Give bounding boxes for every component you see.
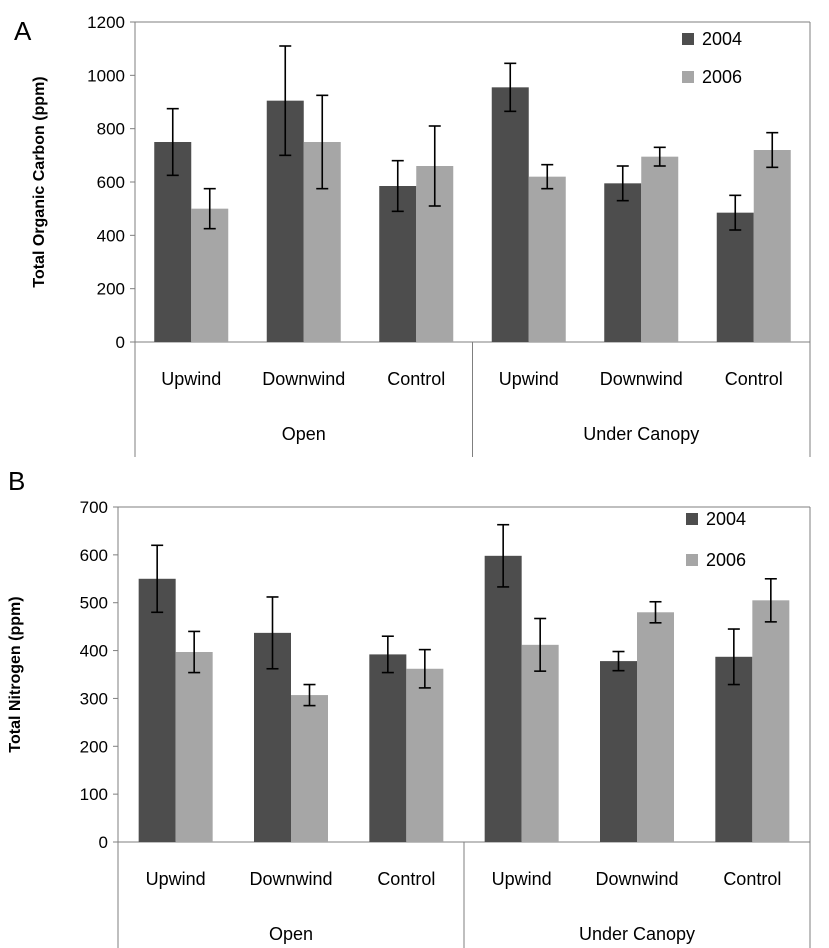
legend-label: 2006 xyxy=(702,67,742,87)
bar-2004-upwind xyxy=(491,87,529,342)
panel-label: B xyxy=(8,466,25,496)
bar-2004-control xyxy=(716,212,754,342)
y-tick-label: 400 xyxy=(80,642,108,661)
legend-label: 2004 xyxy=(702,29,742,49)
y-tick-label: 500 xyxy=(80,594,108,613)
x-tick-label: Control xyxy=(723,869,781,889)
y-axis-label: Total Organic Carbon (ppm) xyxy=(31,76,48,287)
bar-2006-control xyxy=(406,668,444,842)
bar-2004-downwind xyxy=(600,661,637,842)
x-tick-label: Downwind xyxy=(595,869,678,889)
legend-swatch xyxy=(686,554,698,566)
y-tick-label: 600 xyxy=(97,173,125,192)
legend-label: 2004 xyxy=(706,509,746,529)
y-tick-label: 300 xyxy=(80,689,108,708)
bar-2004-downwind xyxy=(604,183,642,342)
x-tick-label: Upwind xyxy=(146,869,206,889)
legend-swatch xyxy=(682,33,694,45)
y-tick-label: 100 xyxy=(80,785,108,804)
x-tick-label: Downwind xyxy=(262,369,345,389)
group-label: Under Canopy xyxy=(579,924,695,944)
bar-2006-downwind xyxy=(291,695,328,842)
x-tick-label: Downwind xyxy=(249,869,332,889)
y-tick-label: 0 xyxy=(99,833,108,852)
bar-2006-control xyxy=(753,150,791,342)
bar-2004-upwind xyxy=(138,578,176,842)
legend-swatch xyxy=(682,71,694,83)
bar-2006-upwind xyxy=(175,652,213,842)
bar-2006-downwind xyxy=(641,156,679,342)
y-tick-label: 0 xyxy=(116,333,125,352)
bar-2004-upwind xyxy=(484,555,522,842)
x-tick-label: Upwind xyxy=(499,369,559,389)
legend-label: 2006 xyxy=(706,550,746,570)
y-tick-label: 1000 xyxy=(87,66,125,85)
bar-2004-control xyxy=(369,654,407,842)
y-tick-label: 400 xyxy=(97,226,125,245)
y-tick-label: 800 xyxy=(97,120,125,139)
bar-2006-control xyxy=(752,600,790,842)
bar-2004-control xyxy=(715,656,753,842)
x-tick-label: Downwind xyxy=(600,369,683,389)
y-axis-label: Total Nitrogen (ppm) xyxy=(7,596,24,752)
y-tick-label: 1200 xyxy=(87,13,125,32)
bar-2006-upwind xyxy=(521,644,559,842)
group-label: Under Canopy xyxy=(583,424,699,444)
x-tick-label: Control xyxy=(387,369,445,389)
bar-2006-upwind xyxy=(528,176,566,342)
panel-label: A xyxy=(14,16,32,46)
x-tick-label: Control xyxy=(377,869,435,889)
y-tick-label: 600 xyxy=(80,546,108,565)
y-tick-label: 200 xyxy=(97,280,125,299)
bar-2006-upwind xyxy=(191,208,229,342)
group-label: Open xyxy=(282,424,326,444)
legend-swatch xyxy=(686,513,698,525)
group-label: Open xyxy=(269,924,313,944)
bar-2006-downwind xyxy=(637,612,674,842)
x-tick-label: Upwind xyxy=(161,369,221,389)
x-tick-label: Control xyxy=(725,369,783,389)
y-tick-label: 200 xyxy=(80,737,108,756)
x-tick-label: Upwind xyxy=(492,869,552,889)
y-tick-label: 700 xyxy=(80,498,108,517)
